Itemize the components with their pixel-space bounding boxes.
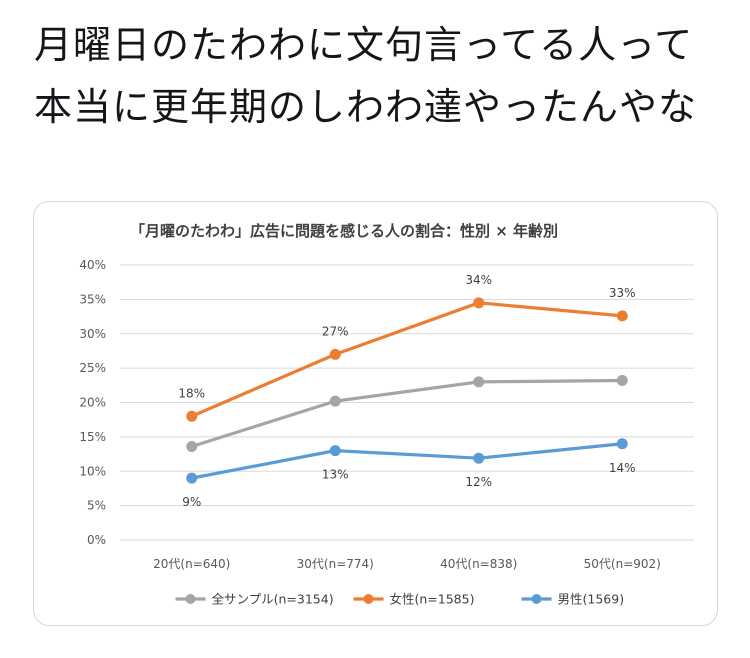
series-line — [191, 301, 623, 418]
legend-item: 男性(1569) — [521, 592, 625, 607]
data-point — [616, 310, 628, 322]
data-point — [473, 376, 485, 388]
y-tick-label: 30% — [79, 327, 106, 341]
data-point — [473, 297, 485, 309]
data-label: 33% — [609, 286, 636, 300]
series-line — [191, 378, 623, 449]
data-label: 27% — [322, 324, 349, 338]
data-point — [616, 375, 628, 386]
y-tick-label: 0% — [87, 533, 106, 547]
data-label: 34% — [465, 273, 492, 287]
data-point — [473, 452, 485, 464]
legend-item: 女性(n=1585) — [353, 592, 475, 607]
legend-label: 女性(n=1585) — [390, 592, 475, 607]
legend: 全サンプル(n=3154) 女性(n=1585) 男性(1569) — [175, 592, 625, 607]
data-label: 9% — [182, 495, 201, 509]
y-tick-label: 35% — [79, 292, 106, 306]
x-tick-label: 20代(n=640) — [153, 557, 230, 571]
x-tick-label: 50代(n=902) — [584, 557, 661, 571]
data-point — [329, 348, 341, 360]
series-1: 18% 27% 34% 33% — [178, 273, 636, 422]
data-point — [616, 438, 628, 450]
x-tick-label: 30代(n=774) — [297, 557, 374, 571]
data-label: 13% — [322, 468, 349, 482]
data-point — [329, 445, 341, 457]
legend-marker — [363, 594, 374, 604]
legend-item: 全サンプル(n=3154) — [175, 592, 334, 607]
data-label: 18% — [178, 386, 205, 400]
data-point — [186, 441, 198, 452]
y-tick-label: 25% — [79, 361, 106, 375]
legend-marker — [531, 594, 542, 604]
data-label: 14% — [609, 461, 636, 475]
series-2: 9% 13% 12% 14% — [182, 438, 636, 509]
data-point — [329, 395, 341, 407]
chart-image-card[interactable]: 「月曜のたわわ」広告に問題を感じる人の割合：性別 × 年齢別 0% 5% 10% 15… — [33, 201, 718, 626]
series-0 — [186, 375, 628, 452]
line-chart: 「月曜のたわわ」広告に問題を感じる人の割合：性別 × 年齢別 0% 5% 10% 15… — [79, 222, 694, 607]
data-point — [186, 410, 198, 422]
y-tick-label: 5% — [87, 499, 106, 513]
legend-label: 全サンプル(n=3154) — [212, 592, 334, 607]
x-tick-label: 40代(n=838) — [440, 557, 517, 571]
series-line — [191, 442, 623, 480]
data-label: 12% — [465, 475, 492, 489]
tweet-text: 月曜日のたわわに文句言ってる人って本当に更年期のしわわ達やったんやな — [34, 23, 698, 129]
y-tick-label: 40% — [79, 258, 106, 272]
legend-label: 男性(1569) — [558, 592, 625, 607]
data-point — [186, 472, 198, 484]
chart-title: 「月曜のたわわ」広告に問題を感じる人の割合：性別 × 年齢別 — [130, 222, 558, 240]
legend-marker — [185, 594, 196, 604]
y-tick-label: 20% — [79, 396, 106, 410]
y-tick-label: 10% — [79, 464, 106, 478]
y-tick-label: 15% — [79, 430, 106, 444]
